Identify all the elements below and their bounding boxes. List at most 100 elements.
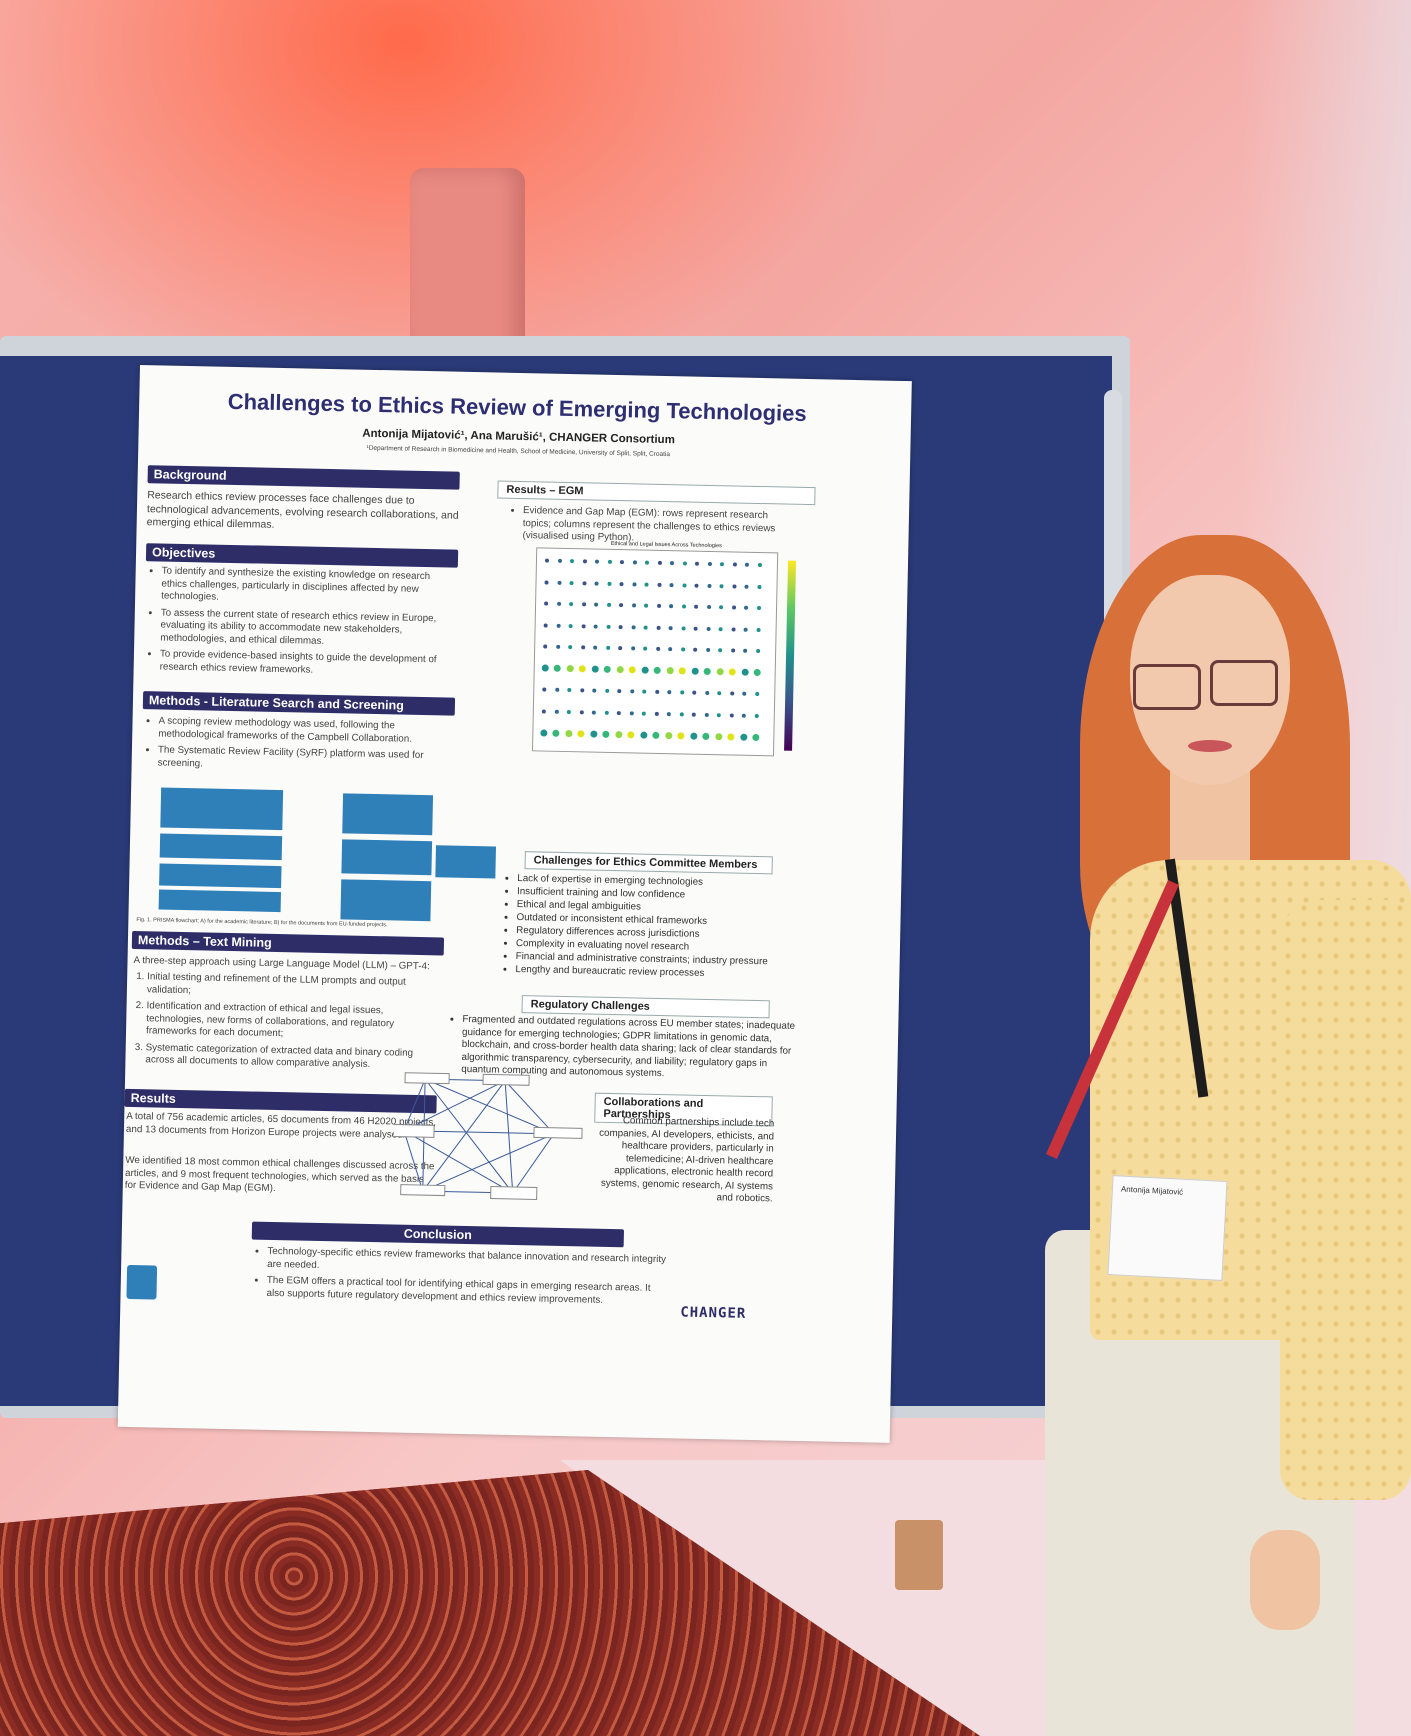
egm-bubble [555,644,560,649]
egm-bubble [607,559,612,564]
egm-bubble [641,666,649,674]
objective-item: To provide evidence-based insights to gu… [160,648,444,679]
egm-bubble [544,580,549,585]
egm-bubble [594,602,599,607]
objective-item: To identify and synthesize the existing … [161,566,446,609]
egm-bubble [541,664,549,672]
conclusion-heading: Conclusion [251,1221,625,1248]
methods-lit-item: The Systematic Review Facility (SyRF) pl… [158,744,452,775]
egm-bubble [577,729,585,737]
egm-bubble [606,602,611,607]
egm-bubble [591,710,596,715]
egm-bubble [689,732,697,740]
egm-bubble [556,580,562,585]
egm-bubble [694,561,700,566]
egm-bubble [666,711,671,716]
glasses-icon [1210,660,1278,706]
egm-bubble [702,732,710,740]
egm-bubble [605,645,610,650]
egm-bubble [656,582,662,587]
egm-bubble [578,665,586,673]
egm-bubble [631,603,636,608]
methods-tm-item: Identification and extraction of ethical… [146,1000,441,1044]
egm-bubble [591,665,599,673]
egm-bubble [717,691,722,696]
egm-bubble [703,667,711,676]
egm-bubble [731,605,736,610]
wall-speaker [410,168,525,368]
egm-bubble [739,733,747,741]
methods-lit-heading: Methods - Literature Search and Screenin… [142,691,456,716]
objectives-heading: Objectives [145,543,459,568]
egm-bubble [580,645,585,650]
egm-bubble [754,713,759,718]
challenges-heading: Challenges for Ethics Committee Members [524,851,773,875]
egm-bubble [581,602,586,607]
regulatory-heading: Regulatory Challenges [521,995,770,1019]
egm-bubble [541,708,546,714]
egm-bubble [669,604,674,609]
egm-bubble [604,710,609,715]
egm-bubble [564,729,572,737]
egm-bubble [682,561,687,566]
egm-bubble [668,647,673,652]
egm-bubble [718,626,723,631]
results-text-1: A total of 756 academic articles, 65 doc… [125,1110,437,1141]
egm-bubble [655,646,660,651]
egm-bubble [705,647,710,652]
poster: Challenges to Ethics Review of Emerging … [117,365,912,1443]
collaboration-network-diagram [392,1072,583,1200]
objective-item: To assess the current state of research … [160,607,445,650]
egm-bubble [627,730,635,738]
egm-colorbar [784,560,797,751]
egm-bubble [756,627,761,632]
egm-bubble [618,624,623,629]
egm-bubble [644,603,649,608]
egm-bubble [543,623,548,628]
egm-bubble [581,580,587,585]
egm-bubble [616,710,621,715]
egm-bubble [552,729,560,737]
egm-bubble [619,560,625,565]
egm-bubble [542,687,547,692]
egm-bubble [569,602,574,607]
egm-bubble [554,709,559,714]
egm-bubble [694,583,699,588]
egm-bubble [744,584,749,589]
egm-bubble [756,584,762,589]
methods-lit-list: A scoping review methodology was used, f… [141,715,452,779]
egm-bubble [630,646,635,651]
results-text-2: We identified 18 most common ethical cha… [124,1154,435,1195]
methods-tm-item: Initial testing and refinement of the LL… [147,971,441,1002]
egm-bubble [569,559,575,564]
egm-bubble [752,733,760,741]
poster-title: Challenges to Ethics Review of Emerging … [227,388,807,426]
egm-bubble [639,731,647,739]
egm-bubble [744,562,749,567]
egm-bubble [579,709,584,714]
egm-bubble [566,709,571,714]
egm-bubble [691,667,699,675]
egm-bubble [581,623,586,628]
egm-bubble [579,688,584,693]
egm-bubble [743,648,748,653]
results-egm-heading: Results – EGM [497,480,816,506]
egm-bubble [706,626,711,631]
methods-tm-list: Initial testing and refinement of the LL… [129,971,441,1077]
egm-bubble [731,583,737,589]
person-smile [1188,740,1232,752]
egm-bubble [693,647,698,652]
egm-bubble [629,710,634,715]
egm-bubble [694,604,699,609]
egm-bubble [692,690,697,695]
egm-bubble [677,731,685,739]
name-badge: Antonija Mijatović [1107,1175,1228,1281]
prisma-box [342,793,434,836]
egm-bubble [643,646,648,651]
prisma-box [159,833,283,861]
egm-bubble [553,664,561,672]
changer-logo: CHANGER [680,1304,747,1322]
egm-bubble [729,712,734,718]
egm-bubble [741,668,749,676]
egm-bubble [656,625,661,630]
